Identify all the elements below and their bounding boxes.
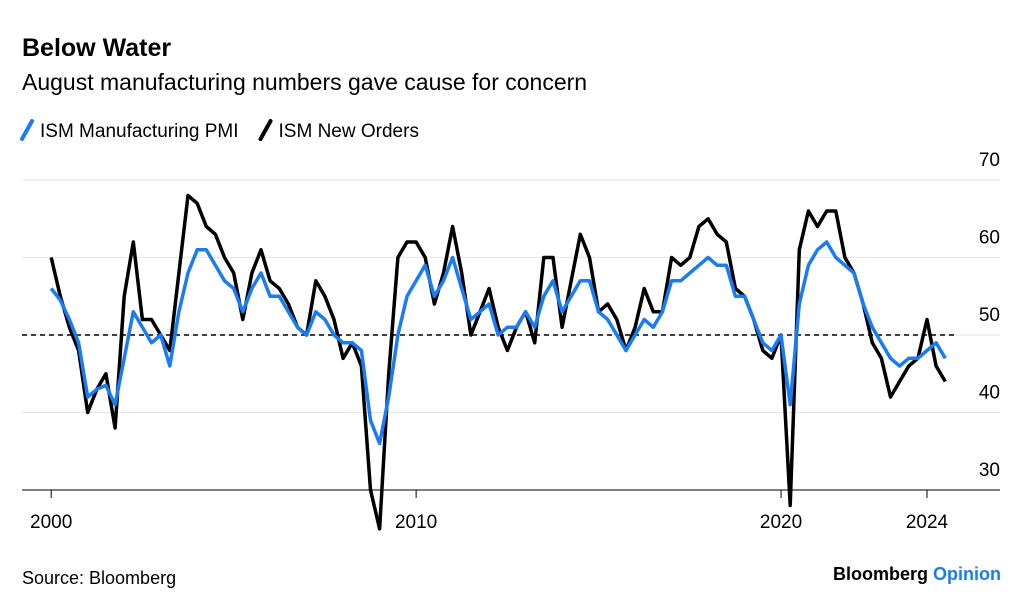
x-tick-label: 2024 (906, 512, 949, 533)
series-line (49, 193, 947, 531)
x-tick-label: 2010 (395, 512, 437, 533)
legend-label: ISM New Orders (279, 121, 419, 142)
y-tick-label: 60 (979, 228, 1000, 249)
chart-subtitle: August manufacturing numbers gave cause … (22, 69, 587, 95)
x-tick-label: 2000 (30, 512, 72, 533)
y-tick-label: 70 (979, 150, 1000, 171)
source: Source: Bloomberg (22, 568, 176, 588)
brand-product: Opinion (933, 564, 1001, 584)
x-tick-label: 2020 (760, 512, 802, 533)
y-tick-label: 50 (979, 305, 1000, 326)
series-line (49, 240, 947, 446)
y-tick-label: 30 (979, 460, 1000, 481)
brand: Bloomberg Opinion (833, 564, 1001, 584)
legend-swatch (20, 119, 34, 141)
y-tick-label: 40 (979, 383, 1000, 404)
legend-swatch (258, 119, 273, 141)
brand-name: Bloomberg (833, 564, 928, 584)
legend-label: ISM Manufacturing PMI (40, 121, 239, 142)
chart-title: Below Water (22, 34, 171, 62)
